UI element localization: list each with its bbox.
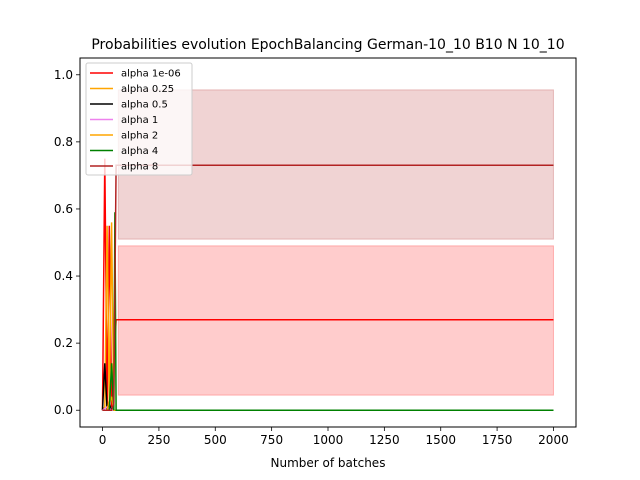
x-tick-label: 1250 [369,433,400,447]
x-tick-label: 750 [260,433,283,447]
legend: alpha 1e-06 alpha 0.25 alpha 0.5 alpha 1 alp… [85,62,193,176]
legend-label: alpha 8 [121,162,158,173]
x-tick-label: 500 [204,433,227,447]
x-axis-ticks: 0 250 500 750 1000 1250 1500 1750 2000 [99,427,569,447]
series-lines [101,158,554,411]
legend-label: alpha 1e-06 [121,69,181,80]
x-tick-label: 250 [147,433,170,447]
y-tick-label: 0.2 [54,336,73,350]
x-tick-label: 1500 [425,433,456,447]
x-tick-label: 1750 [482,433,513,447]
x-tick-label: 0 [99,433,107,447]
x-tick-label: 1000 [313,433,344,447]
confidence-bands [117,89,554,396]
chart-title: Probabilities evolution EpochBalancing G… [91,37,564,53]
legend-label: alpha 0.5 [121,100,168,111]
legend-label: alpha 1 [121,115,158,126]
x-axis-label: Number of batches [271,456,386,470]
y-tick-label: 1.0 [54,68,73,82]
confidence-band-0 [117,245,554,396]
legend-box [85,62,193,176]
series-line-0 [101,158,554,411]
x-tick-label: 2000 [538,433,569,447]
y-axis-ticks: 0.0 0.2 0.4 0.6 0.8 1.0 [54,68,80,417]
legend-label: alpha 4 [121,146,158,157]
y-tick-label: 0.0 [54,403,73,417]
y-tick-label: 0.6 [54,202,73,216]
y-tick-label: 0.4 [54,269,73,283]
legend-label: alpha 0.25 [121,84,174,95]
y-tick-label: 0.8 [54,135,73,149]
legend-label: alpha 2 [121,131,158,142]
